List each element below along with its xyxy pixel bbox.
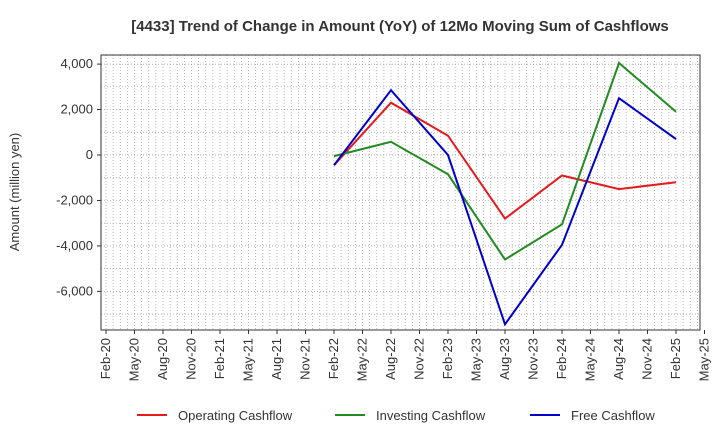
x-tick-label: Aug-22 (383, 338, 398, 380)
x-tick-label: Nov-23 (526, 338, 541, 380)
x-tick-label: May-23 (469, 338, 484, 381)
chart-title: [4433] Trend of Change in Amount (YoY) o… (131, 18, 669, 35)
x-tick-label: May-21 (241, 338, 256, 381)
x-tick-label: May-22 (355, 338, 370, 381)
series-line-free-cashflow (333, 88, 677, 327)
y-tick-label: -6,000 (56, 283, 93, 298)
x-tick-label: Feb-23 (440, 338, 455, 379)
x-tick-label: Feb-22 (326, 338, 341, 379)
x-tick-label: Nov-24 (640, 338, 655, 380)
x-tick-label: Nov-22 (412, 338, 427, 380)
y-axis-label: Amount (million yen) (7, 133, 22, 252)
legend-label: Investing Cashflow (376, 408, 486, 423)
x-axis-ticks: Feb-20 May-20 Aug-20 Nov-20 Feb-21 May-21 Aug-… (98, 330, 712, 381)
x-tick-label: Aug-21 (269, 338, 284, 380)
x-tick-label: Nov-21 (298, 338, 313, 380)
series-lines (333, 61, 677, 327)
y-tick-label: 2,000 (60, 102, 93, 117)
x-tick-label: Feb-25 (668, 338, 683, 379)
x-tick-label: Feb-20 (98, 338, 113, 379)
x-tick-label: May-24 (583, 338, 598, 381)
legend-label: Operating Cashflow (178, 408, 293, 423)
series-line-investing-cashflow (333, 61, 677, 261)
x-tick-label: May-20 (127, 338, 142, 381)
plot-area-border (100, 54, 701, 331)
y-tick-label: -4,000 (56, 238, 93, 253)
y-tick-label: 0 (86, 147, 93, 162)
legend: Operating Cashflow Investing Cashflow Free… (137, 408, 655, 423)
x-tick-label: Aug-24 (611, 338, 626, 380)
x-tick-label: Aug-20 (155, 338, 170, 380)
y-tick-label: 4,000 (60, 56, 93, 71)
y-axis-ticks: 4,000 2,000 0 -2,000 -4,000 -6,000 (56, 56, 101, 298)
series-line-operating-cashflow (333, 101, 677, 221)
x-tick-label: Feb-21 (212, 338, 227, 379)
x-tick-label: Aug-23 (497, 338, 512, 380)
x-tick-label: Feb-24 (554, 338, 569, 379)
legend-label: Free Cashflow (571, 408, 655, 423)
y-tick-label: -2,000 (56, 192, 93, 207)
x-tick-label: Nov-20 (184, 338, 199, 380)
x-tick-label: May-25 (697, 338, 712, 381)
grid-lines (101, 55, 700, 330)
